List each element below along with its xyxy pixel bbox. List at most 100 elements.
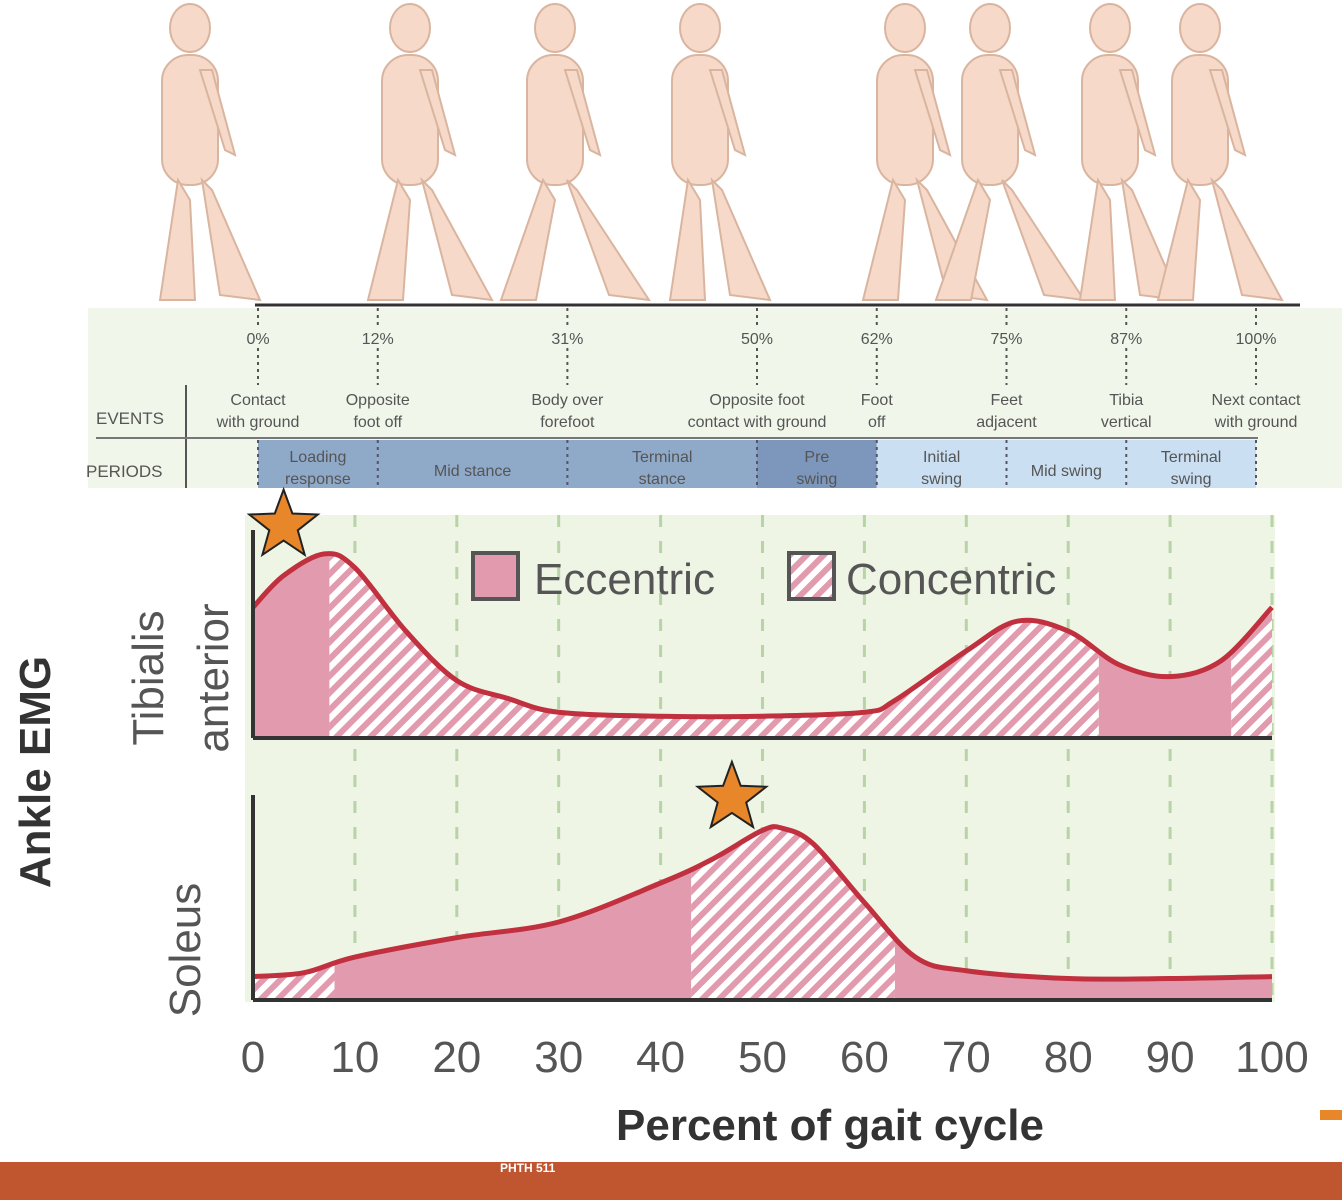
right-margin-accent <box>1320 1110 1342 1120</box>
figure-leg <box>566 179 652 302</box>
event-percent: 12% <box>362 331 394 348</box>
event-label: with ground <box>216 414 300 431</box>
event-label: Tibia <box>1109 392 1143 409</box>
x-tick-label: 80 <box>1044 1033 1093 1082</box>
eccentric-segment <box>334 869 692 1000</box>
event-percent: 31% <box>551 331 583 348</box>
figure-head <box>534 3 576 53</box>
legend-concentric-label: Concentric <box>846 555 1056 604</box>
figure-leg <box>934 177 992 301</box>
figure-leg <box>1078 177 1117 301</box>
period-band <box>757 440 877 488</box>
figure-head <box>969 3 1011 53</box>
period-label: Loading <box>289 449 346 466</box>
events-label: EVENTS <box>96 409 164 428</box>
walking-figure <box>366 3 494 302</box>
figure-head <box>1089 3 1131 53</box>
figure-leg <box>499 177 557 301</box>
figure-leg <box>1001 179 1087 302</box>
event-percent: 0% <box>246 331 269 348</box>
event-label: Foot <box>861 392 894 409</box>
period-band <box>377 440 568 488</box>
event-percent: 100% <box>1236 331 1277 348</box>
x-tick-label: 70 <box>942 1033 991 1082</box>
figure-leg <box>200 177 262 302</box>
figure-leg <box>1210 176 1284 302</box>
period-label: swing <box>921 471 962 488</box>
period-band <box>876 440 1007 488</box>
footer-bar <box>0 1162 1342 1200</box>
event-label: Body over <box>531 392 604 409</box>
period-label: stance <box>639 471 686 488</box>
eccentric-segment <box>894 938 1272 1000</box>
figure-arm <box>708 69 747 157</box>
period-label: Terminal <box>632 449 692 466</box>
figure-head <box>884 3 926 53</box>
walking-figure <box>1078 3 1182 302</box>
panel-label-tibialis-line1: Tibialis <box>124 610 173 745</box>
period-label: Pre <box>804 449 829 466</box>
x-tick-label: 20 <box>432 1033 481 1082</box>
event-label: with ground <box>1214 414 1298 431</box>
legend-eccentric-swatch <box>471 551 520 601</box>
event-label: adjacent <box>976 414 1037 431</box>
figure-arm <box>1118 69 1157 157</box>
panel-label-soleus: Soleus <box>161 883 210 1018</box>
figure-arm <box>418 69 457 157</box>
legend-concentric-swatch <box>787 551 836 601</box>
figure-leg <box>1156 177 1202 301</box>
x-tick-label: 0 <box>241 1033 265 1082</box>
concentric-segment <box>691 826 895 1000</box>
y-axis-label: Ankle EMG <box>11 656 60 888</box>
figure-head <box>679 3 721 53</box>
star-icon <box>694 759 769 830</box>
figure-head <box>389 3 431 53</box>
period-band <box>1006 440 1127 488</box>
walking-figure <box>499 3 652 302</box>
event-label: Opposite foot <box>709 392 805 409</box>
concentric-segment <box>1231 607 1272 738</box>
period-band <box>567 440 757 488</box>
figure-leg <box>710 177 772 302</box>
period-label: swing <box>1171 471 1212 488</box>
event-percent: 75% <box>990 331 1022 348</box>
walking-figure <box>1156 3 1284 302</box>
figure-arm <box>198 69 237 157</box>
event-label: foot off <box>353 414 402 431</box>
event-label: vertical <box>1101 414 1152 431</box>
figure-arm <box>1208 69 1247 157</box>
panel-label-tibialis-line2: anterior <box>189 603 238 752</box>
legend-eccentric-label: Eccentric <box>534 555 715 604</box>
event-label: Opposite <box>346 392 410 409</box>
walking-figure <box>861 3 989 302</box>
periods-label: PERIODS <box>86 462 163 481</box>
event-label: forefoot <box>540 414 595 431</box>
event-label: Next contact <box>1212 392 1301 409</box>
x-axis-label: Percent of gait cycle <box>616 1101 1044 1150</box>
figure-head <box>169 3 211 53</box>
period-label: Mid swing <box>1031 463 1102 480</box>
emg-panel <box>246 486 1274 740</box>
period-label: Mid stance <box>434 463 511 480</box>
event-percent: 50% <box>741 331 773 348</box>
figure-arm <box>998 69 1037 157</box>
figure-head <box>1179 3 1221 53</box>
x-tick-label: 50 <box>738 1033 787 1082</box>
event-label: Contact <box>230 392 286 409</box>
x-tick-label: 60 <box>840 1033 889 1082</box>
walking-figure <box>158 3 262 302</box>
figure-leg <box>861 177 907 301</box>
figure-leg <box>158 177 197 301</box>
figure-leg <box>668 177 707 301</box>
period-label: Initial <box>923 449 960 466</box>
x-tick-label: 100 <box>1235 1033 1308 1082</box>
figure-arm <box>563 69 602 157</box>
event-percent: 87% <box>1110 331 1142 348</box>
walking-figure <box>668 3 772 302</box>
period-label: swing <box>796 471 837 488</box>
figure-leg <box>366 177 412 301</box>
walking-figure <box>934 3 1087 302</box>
period-band <box>258 440 378 488</box>
star-icon <box>246 486 321 558</box>
